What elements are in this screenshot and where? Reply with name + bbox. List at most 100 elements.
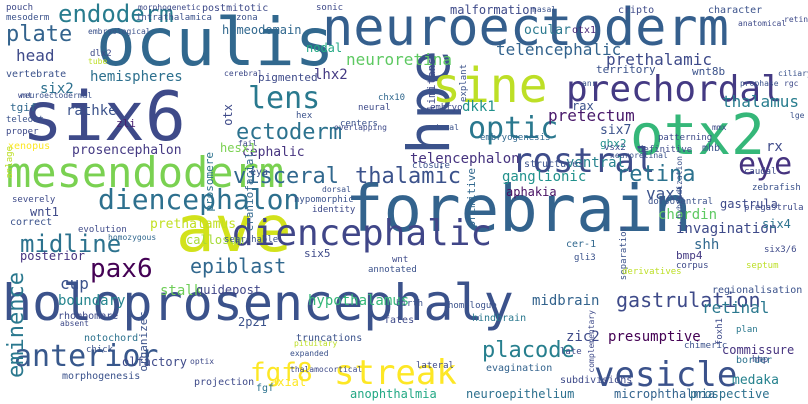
cloud-word: vax1: [646, 184, 685, 203]
cloud-word: evolution: [78, 225, 127, 235]
cloud-word: otx1: [572, 25, 597, 36]
cloud-word: plate: [6, 22, 73, 47]
cloud-word: hmp: [752, 355, 769, 365]
cloud-word: anlage: [5, 146, 15, 179]
cloud-word: morphogenesis: [62, 371, 141, 382]
cloud-word: visual: [430, 123, 459, 132]
cloud-word: dlx2: [90, 49, 112, 59]
cloud-word: character: [708, 5, 763, 16]
cloud-word: hypothalamus: [308, 293, 410, 309]
cloud-word: malformation: [450, 3, 537, 17]
cloud-word: patterning: [658, 133, 713, 143]
cloud-word: axial: [270, 375, 307, 389]
cloud-word: gastrulation: [616, 288, 761, 312]
cloud-word: wnt: [392, 255, 409, 265]
cloud-word: vesicle: [594, 355, 738, 395]
cloud-word: notochord: [84, 333, 139, 344]
cloud-word: ciliary: [778, 69, 808, 78]
cloud-word: hypomorphic: [294, 195, 354, 205]
cloud-word: cephalic: [242, 145, 305, 160]
cloud-word: pigmented: [258, 71, 318, 84]
cloud-word: prethalamus: [150, 217, 237, 232]
cloud-word: embryogenesis: [480, 133, 551, 143]
cloud-word: prophase: [740, 79, 779, 88]
cloud-word: zic2: [566, 329, 600, 345]
cloud-word: wnt8b: [692, 65, 726, 78]
cloud-word: bmp4: [676, 249, 703, 262]
cloud-word: shh: [694, 237, 720, 253]
cloud-word: six7: [600, 123, 632, 138]
cloud-word: rgc: [784, 79, 799, 88]
cloud-word: septum: [746, 261, 779, 271]
cloud-word: xenopus: [8, 141, 51, 152]
cloud-word: visceral: [233, 164, 339, 189]
cloud-word: thalamocortical: [290, 365, 363, 374]
cloud-word: correct: [10, 217, 53, 228]
cloud-word: tgif: [10, 101, 37, 114]
cloud-word: neural: [358, 103, 391, 113]
cloud-word: stalk: [160, 283, 203, 299]
cloud-word: dorsoventral: [648, 197, 714, 207]
cloud-word: centers: [340, 119, 378, 129]
cloud-word: identity: [312, 205, 356, 215]
cloud-word: territory: [596, 63, 656, 76]
cloud-word: derivatives: [622, 267, 682, 277]
cloud-word: sonic: [316, 3, 344, 13]
cloud-word: neuroectoderm: [322, 0, 729, 58]
cloud-word: zebrafish: [752, 183, 801, 193]
cloud-word: pouch: [6, 3, 34, 13]
cloud-word: zona: [236, 13, 258, 23]
cloud-word: prechordal: [566, 69, 783, 110]
cloud-word: truncations: [296, 333, 363, 344]
cloud-word: prosomere: [203, 152, 216, 212]
cloud-word: commissure: [722, 343, 795, 357]
cloud-word: pregastrula: [744, 203, 804, 213]
cloud-word: gastrula: [720, 197, 778, 211]
cloud-word: six5: [304, 247, 331, 260]
cloud-word: pituitary: [294, 339, 338, 348]
cloud-word: pax6: [90, 254, 153, 284]
cloud-word: prospective: [690, 387, 770, 401]
cloud-word: vertebrate: [6, 69, 67, 80]
cloud-word: six3/6: [764, 245, 797, 255]
cloud-word: mesendoderm: [6, 148, 285, 197]
cloud-word: ectoderm: [236, 120, 342, 145]
cloud-word: nasal: [532, 5, 557, 14]
cloud-word: anterior: [14, 339, 159, 374]
cloud-word: lge: [790, 111, 805, 120]
cloud-word: hybridization: [675, 156, 684, 219]
cloud-word: midline: [20, 230, 122, 258]
cloud-word: ventral: [566, 155, 626, 171]
cloud-word: intrathalamica: [136, 13, 212, 23]
cloud-word: mmx: [712, 123, 727, 132]
cloud-word: oculis: [96, 4, 335, 81]
cloud-word: eye: [738, 147, 793, 182]
cloud-word: midbrain: [532, 293, 600, 309]
cloud-word: head: [16, 46, 55, 65]
cloud-word: dorsal: [322, 185, 351, 194]
cloud-word: thalamic: [355, 164, 461, 189]
cloud-word: plan: [736, 325, 758, 335]
cloud-word: chimeric: [684, 341, 728, 351]
cloud-word: teleost: [6, 115, 44, 125]
cloud-word: hex: [296, 111, 313, 121]
cloud-word: invagination: [676, 221, 778, 237]
cloud-word: lens: [248, 81, 321, 116]
cloud-word: primitive: [465, 168, 478, 228]
cloud-word: zli: [116, 117, 136, 130]
cloud-word: organizer: [137, 312, 150, 372]
cloud-word: wnt: [18, 91, 33, 100]
cloud-word: caudal: [744, 167, 777, 177]
cloud-word: otx2: [630, 103, 765, 168]
cloud-word: homologue: [448, 301, 497, 311]
cloud-word: otx: [221, 104, 235, 126]
cloud-word: embryological: [88, 27, 151, 36]
cloud-word: rx: [766, 139, 783, 155]
cloud-word: cripto: [618, 5, 655, 16]
cloud-word: placode: [482, 338, 575, 363]
cloud-word: olfactory: [122, 355, 188, 369]
cloud-word: neuroepithelium: [466, 387, 575, 401]
cloud-word: guidepost: [196, 283, 262, 297]
cloud-word: overlapping: [334, 123, 387, 132]
cloud-word: nodal: [306, 41, 343, 55]
